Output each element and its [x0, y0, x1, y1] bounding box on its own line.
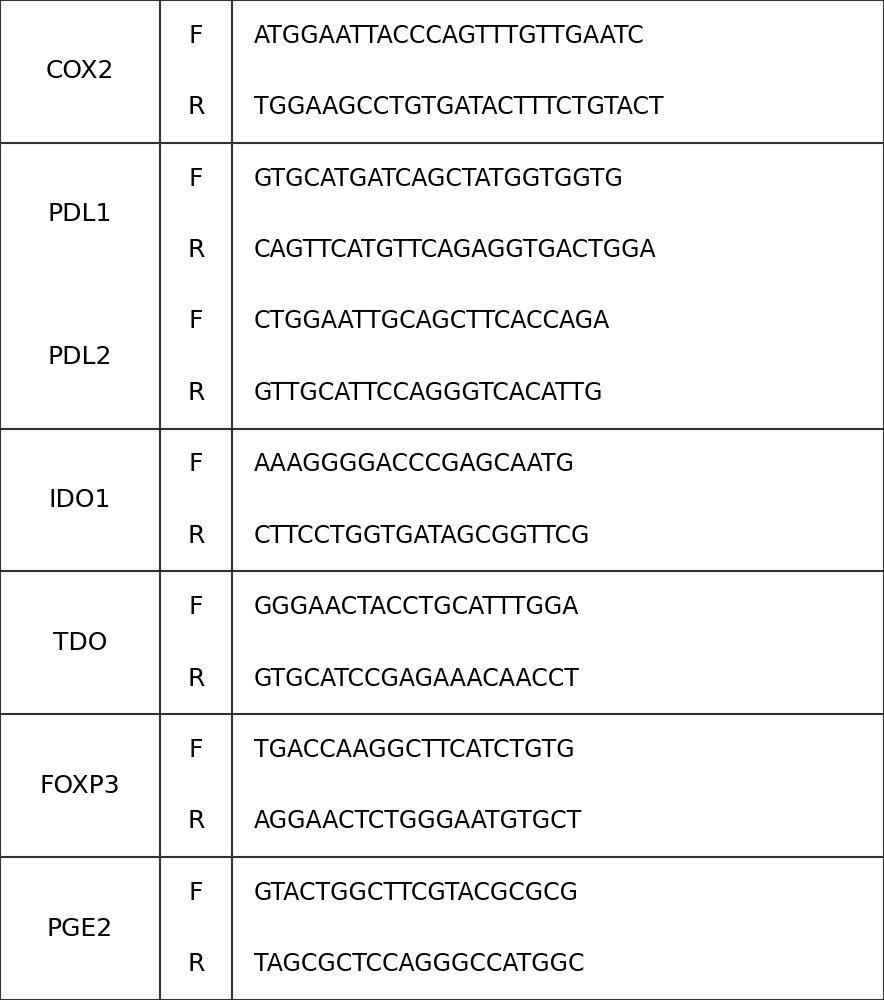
- Text: GTACTGGCTTCGTACGCGCG: GTACTGGCTTCGTACGCGCG: [254, 881, 579, 905]
- Text: F: F: [188, 881, 203, 905]
- Text: GTGCATGATCAGCTATGGTGGTG: GTGCATGATCAGCTATGGTGGTG: [254, 167, 623, 191]
- Text: TDO: TDO: [53, 631, 107, 655]
- Text: F: F: [188, 309, 203, 333]
- Text: AAAGGGGACCCGAGCAATG: AAAGGGGACCCGAGCAATG: [254, 452, 575, 476]
- Text: F: F: [188, 452, 203, 476]
- Text: IDO1: IDO1: [49, 488, 111, 512]
- Text: FOXP3: FOXP3: [40, 774, 120, 798]
- Text: AGGAACTCTGGGAATGTGCT: AGGAACTCTGGGAATGTGCT: [254, 809, 582, 833]
- Text: F: F: [188, 167, 203, 191]
- Text: ATGGAATTACCCAGTTTGTTGAATC: ATGGAATTACCCAGTTTGTTGAATC: [254, 24, 644, 48]
- Text: COX2: COX2: [46, 59, 114, 83]
- Text: F: F: [188, 595, 203, 619]
- Text: TAGCGCTCCAGGGCCATGGC: TAGCGCTCCAGGGCCATGGC: [254, 952, 584, 976]
- Text: PGE2: PGE2: [47, 917, 113, 941]
- Text: TGACCAAGGCTTCATCTGTG: TGACCAAGGCTTCATCTGTG: [254, 738, 575, 762]
- Text: GTTGCATTCCAGGGTCACATTG: GTTGCATTCCAGGGTCACATTG: [254, 381, 603, 405]
- Text: F: F: [188, 738, 203, 762]
- Text: CTTCCTGGTGATAGCGGTTCG: CTTCCTGGTGATAGCGGTTCG: [254, 524, 591, 548]
- Text: F: F: [188, 24, 203, 48]
- Text: PDL1: PDL1: [48, 202, 112, 226]
- Text: GGGAACTACCTGCATTTGGA: GGGAACTACCTGCATTTGGA: [254, 595, 579, 619]
- Text: CAGTTCATGTTCAGAGGTGACTGGA: CAGTTCATGTTCAGAGGTGACTGGA: [254, 238, 656, 262]
- Text: R: R: [187, 95, 204, 119]
- Text: R: R: [187, 952, 204, 976]
- Text: R: R: [187, 381, 204, 405]
- Text: R: R: [187, 667, 204, 691]
- Text: GTGCATCCGAGAAACAACCT: GTGCATCCGAGAAACAACCT: [254, 667, 580, 691]
- Text: R: R: [187, 238, 204, 262]
- Text: PDL2: PDL2: [48, 345, 112, 369]
- Text: CTGGAATTGCAGCTTCACCAGA: CTGGAATTGCAGCTTCACCAGA: [254, 309, 610, 333]
- Text: TGGAAGCCTGTGATACTTTCTGTACT: TGGAAGCCTGTGATACTTTCTGTACT: [254, 95, 663, 119]
- Text: R: R: [187, 809, 204, 833]
- Text: R: R: [187, 524, 204, 548]
